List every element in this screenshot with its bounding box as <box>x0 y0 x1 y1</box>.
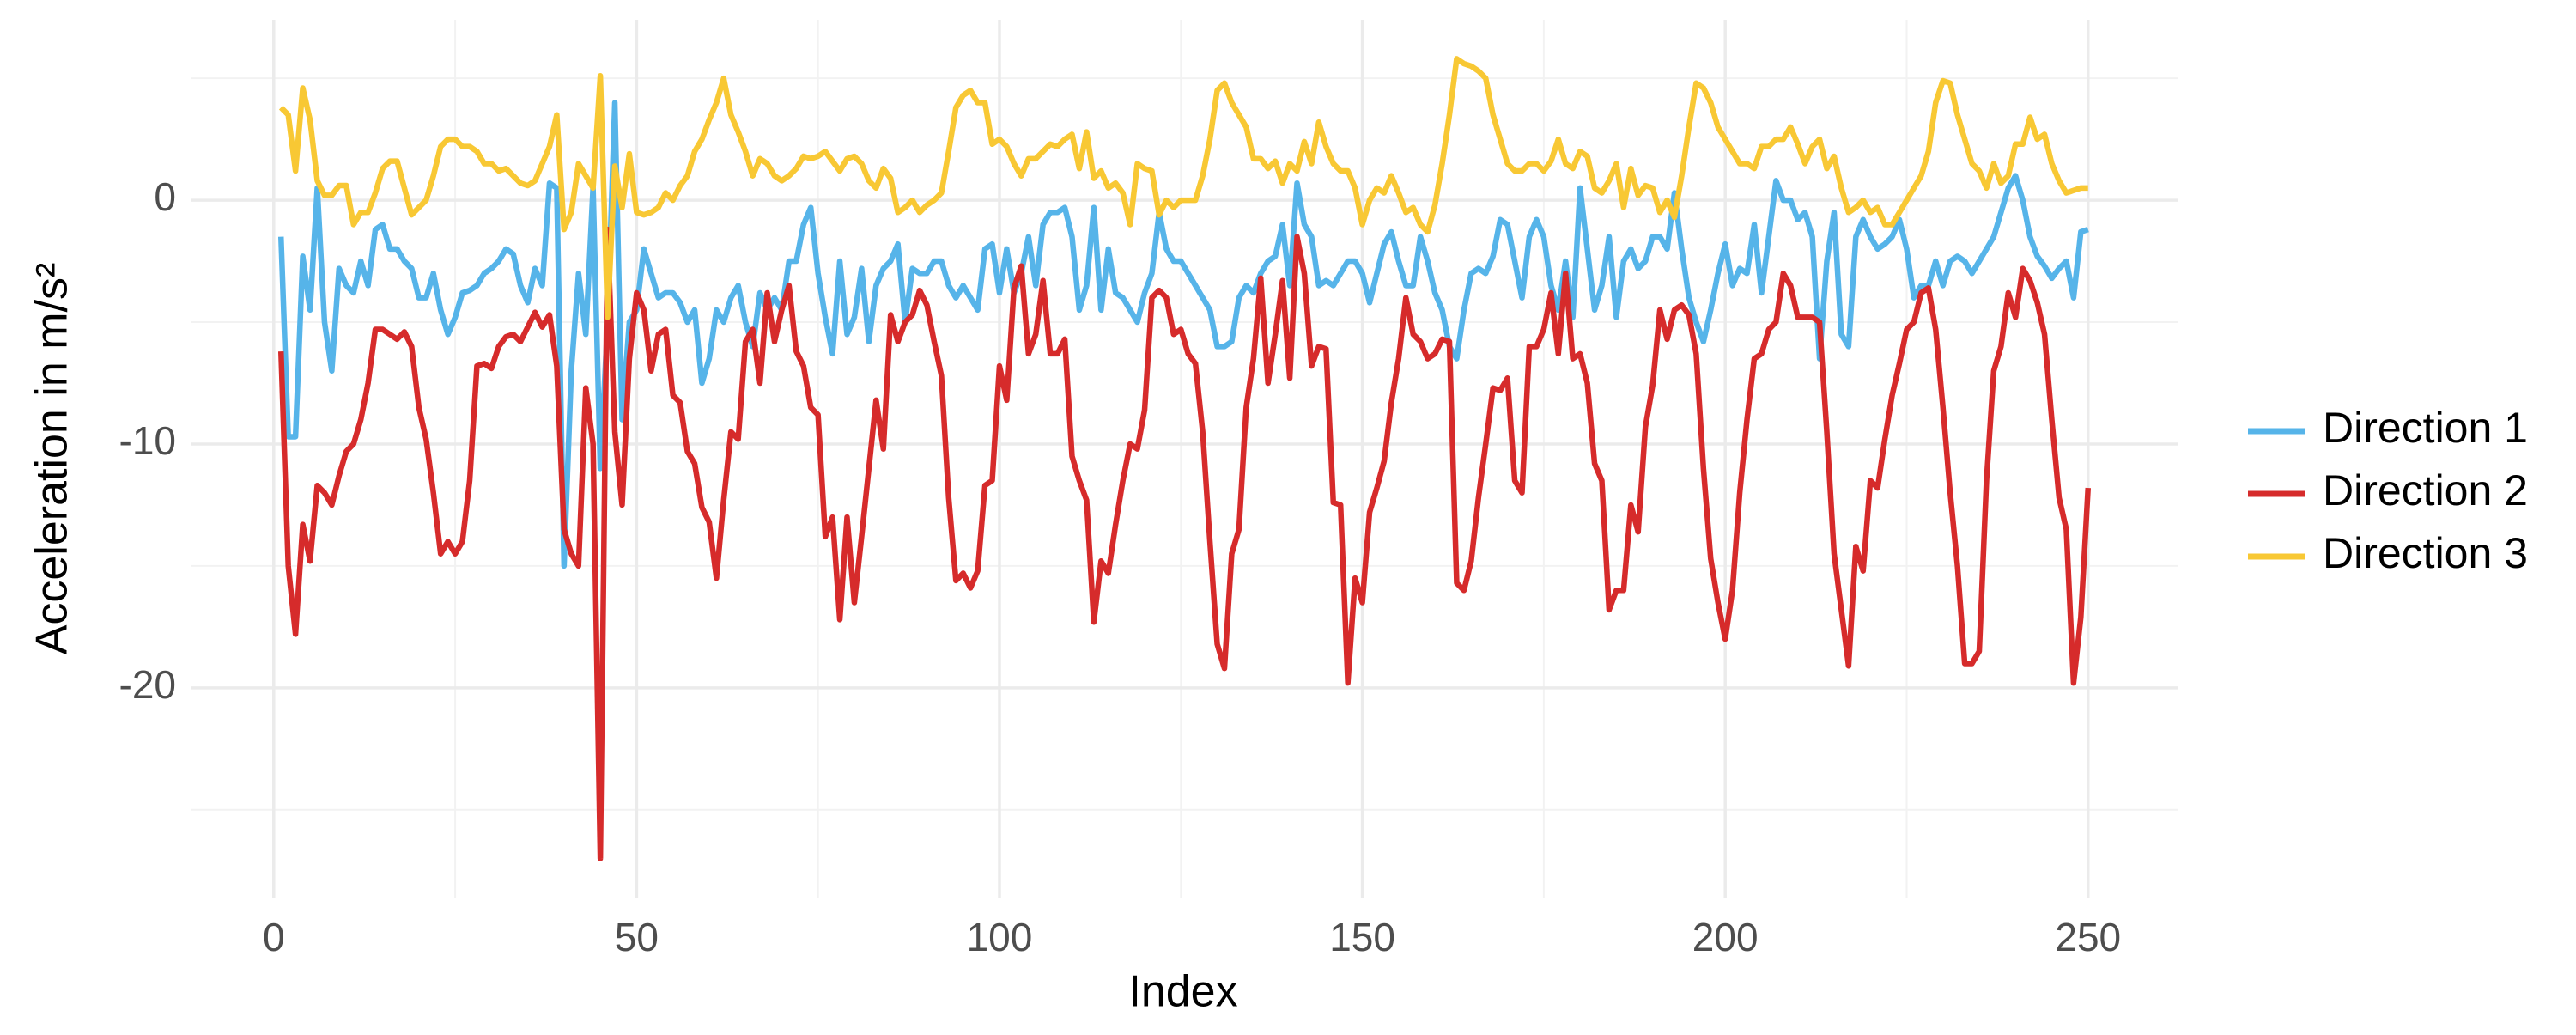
series-line <box>278 56 2088 320</box>
y-tick-label: -20 <box>119 662 176 707</box>
x-tick-label: 100 <box>967 915 1033 959</box>
x-tick-label: 250 <box>2055 915 2121 959</box>
legend: Direction 1 Direction 2 Direction 3 <box>2248 404 2528 577</box>
series-line <box>277 226 2092 861</box>
x-tick-label: 50 <box>615 915 659 959</box>
legend-label: Direction 1 <box>2323 404 2528 452</box>
y-tick-label: -10 <box>119 418 176 463</box>
plot-lines <box>277 56 2092 861</box>
x-tick-label: 200 <box>1692 915 1759 959</box>
series-line <box>277 100 2089 569</box>
y-axis-title: Acceleration in m/s² <box>27 263 77 655</box>
x-tick-label: 0 <box>263 915 285 959</box>
legend-label: Direction 3 <box>2323 529 2528 577</box>
x-axis-title: Index <box>1128 967 1237 1017</box>
tick-labels: 0 50 100 150 200 250 -20 -10 0 <box>119 174 2122 959</box>
legend-label: Direction 2 <box>2323 466 2528 514</box>
y-tick-label: 0 <box>154 174 176 219</box>
x-tick-label: 150 <box>1329 915 1395 959</box>
